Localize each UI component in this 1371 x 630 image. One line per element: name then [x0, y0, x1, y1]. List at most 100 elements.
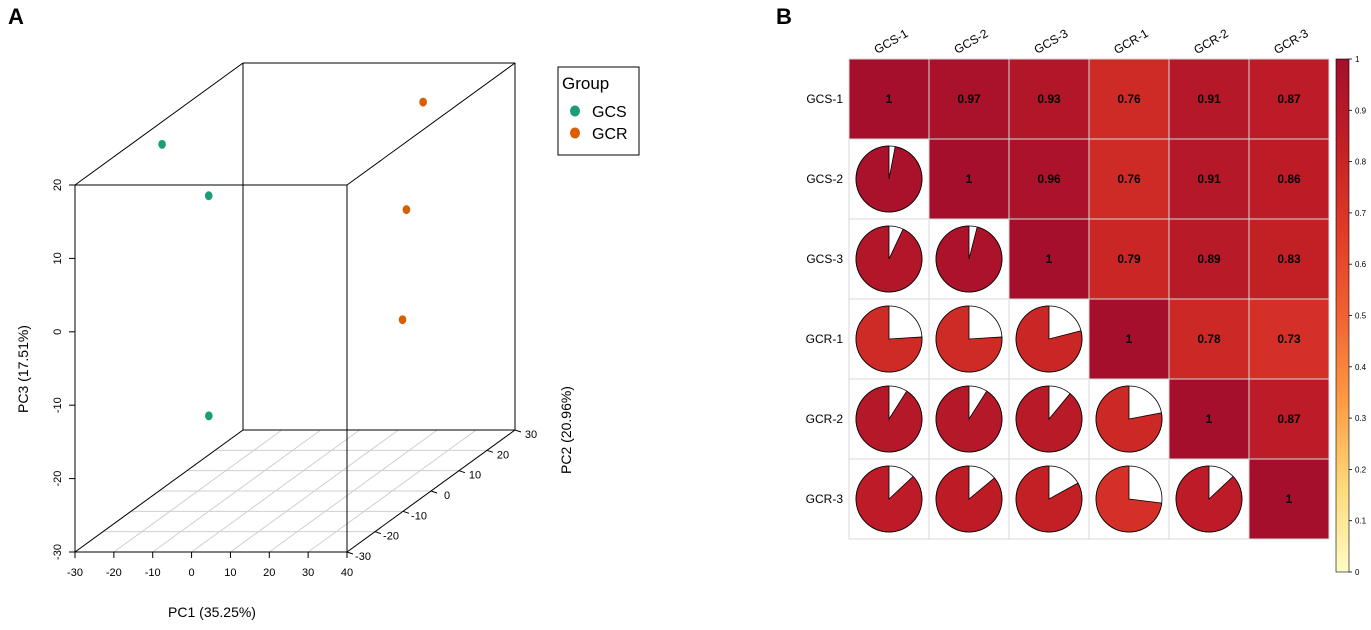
- y-tick-label: 20: [497, 449, 509, 461]
- legend-gcr-label: GCR: [592, 126, 628, 143]
- point-gcs: [204, 191, 213, 201]
- y-tick-mark: [346, 551, 354, 555]
- correlation-value: 0.83: [1277, 252, 1301, 266]
- x-tick-label: 40: [341, 567, 353, 579]
- correlation-cell: [1249, 219, 1329, 299]
- colorbar-tick-label: 1: [1355, 55, 1360, 64]
- y-tick-label: -20: [383, 531, 399, 543]
- correlation-value: 1: [1286, 492, 1293, 506]
- legend-gcs-marker: [570, 105, 580, 117]
- colorbar-tick-label: 0.1: [1355, 517, 1367, 526]
- x-tick-label: 0: [189, 567, 195, 579]
- correlation-cell: [1169, 379, 1249, 459]
- plot-box: [74, 62, 516, 553]
- pca-3d-panel: A -30 -20 -10 0 10 20 30 40-30-20-1001020-30-20…: [8, 4, 640, 620]
- pie-slice: [1175, 465, 1243, 533]
- y-tick-mark: [430, 490, 438, 494]
- correlation-cell: [1249, 59, 1329, 139]
- colorbar-tick-label: 0.2: [1355, 465, 1367, 474]
- x-tick-label: 30: [302, 567, 314, 579]
- colorbar-tick-label: 0.9: [1355, 106, 1367, 115]
- z-tick-label: 10: [52, 252, 64, 264]
- column-label: GCR-2: [1191, 26, 1231, 57]
- colorbar-gradient: [1335, 58, 1350, 573]
- correlation-cell: [1009, 139, 1089, 219]
- pie-slice: [935, 385, 1003, 453]
- correlation-cells: 1 0.97 0.93 0.76 0.91 0.87 1 0.96 0.76 0.91 0.86 1 0…: [848, 58, 1330, 540]
- correlation-cell: [1089, 59, 1169, 139]
- y-tick-label: -10: [411, 510, 427, 522]
- column-label: GCS-2: [952, 26, 991, 57]
- column-label: GCS-3: [1032, 26, 1071, 57]
- colorbar-tick-label: 0.6: [1355, 260, 1367, 269]
- correlation-value: 1: [1126, 332, 1133, 346]
- correlation-value: 0.97: [957, 92, 981, 106]
- pie-slice: [855, 305, 923, 373]
- x-axis-title: PC1 (35.25%): [168, 604, 256, 620]
- correlation-value: 0.76: [1117, 92, 1141, 106]
- point-gcr: [398, 315, 407, 325]
- correlation-cell: [1169, 59, 1249, 139]
- pie-slice: [1015, 465, 1083, 533]
- y-tick-mark: [486, 449, 494, 453]
- correlation-value: 0.87: [1277, 412, 1301, 426]
- correlation-cell: [1249, 379, 1329, 459]
- x-tick-label: 10: [224, 567, 236, 579]
- column-label: GCS-1: [872, 26, 911, 57]
- data-points: [158, 97, 427, 421]
- colorbar: 0 0.1 0.2 0.3 0.4 0.5 0.6 0.7 0.8 0.9 1: [1335, 55, 1367, 577]
- point-gcs: [205, 411, 213, 421]
- point-gcr: [419, 97, 427, 107]
- z-tick-label: -30: [52, 544, 64, 560]
- correlation-value: 0.87: [1277, 92, 1301, 106]
- pie-slice: [935, 465, 1003, 533]
- correlation-cell: [1089, 219, 1169, 299]
- colorbar-tick-label: 0: [1355, 568, 1360, 577]
- correlation-value: 0.93: [1037, 92, 1061, 106]
- correlation-cell: [1089, 299, 1169, 379]
- y-tick-mark: [458, 470, 466, 474]
- correlation-panel: B 1 0.97 0.93 0.76 0.91 0.871 0.96 0.76 0.91 0.86…: [776, 4, 1367, 577]
- colorbar-tick-label: 0.7: [1355, 209, 1367, 218]
- correlation-cell: [1169, 219, 1249, 299]
- correlation-value: 0.91: [1197, 92, 1221, 106]
- colorbar-tick-label: 0.5: [1355, 312, 1367, 321]
- pie-slice: [935, 225, 1003, 293]
- point-gcr: [402, 205, 411, 215]
- panel-b-label: B: [776, 4, 792, 29]
- correlation-cell: [929, 139, 1009, 219]
- pie-slice: [935, 305, 1003, 373]
- pie-slice: [1015, 385, 1083, 453]
- box-edge: [346, 62, 516, 186]
- correlation-cell: [1249, 299, 1329, 379]
- pie-slice: [855, 385, 923, 453]
- correlation-value: 0.91: [1197, 172, 1221, 186]
- pie-slice: [1095, 385, 1163, 453]
- y-tick-mark: [402, 510, 410, 514]
- row-label: GCR-1: [806, 332, 844, 346]
- row-label: GCS-1: [806, 92, 843, 106]
- y-tick-label: 30: [525, 429, 537, 441]
- correlation-value: 1: [1046, 252, 1053, 266]
- correlation-value: 0.73: [1277, 332, 1301, 346]
- correlation-cell: [1169, 139, 1249, 219]
- correlation-value: 1: [1206, 412, 1213, 426]
- correlation-cell: [1169, 299, 1249, 379]
- colorbar-tick-label: 0.4: [1355, 363, 1367, 372]
- correlation-value: 0.76: [1117, 172, 1141, 186]
- box-edge: [74, 62, 244, 186]
- x-tick-label: -20: [106, 567, 122, 579]
- row-label: GCR-2: [806, 412, 844, 426]
- pie-slice: [855, 145, 923, 213]
- colorbar-tick-label: 0.3: [1355, 414, 1367, 423]
- row-label: GCS-3: [806, 252, 843, 266]
- correlation-value: 0.78: [1197, 332, 1221, 346]
- z-axis-title: PC3 (17.51%): [15, 325, 31, 413]
- correlation-value: 0.96: [1037, 172, 1061, 186]
- colorbar-tick-label: 0.8: [1355, 158, 1367, 167]
- correlation-cell: [1249, 459, 1329, 539]
- x-tick-label: -10: [145, 567, 161, 579]
- y-axis-title: PC2 (20.96%): [558, 386, 574, 474]
- legend-gcs-label: GCS: [592, 104, 627, 121]
